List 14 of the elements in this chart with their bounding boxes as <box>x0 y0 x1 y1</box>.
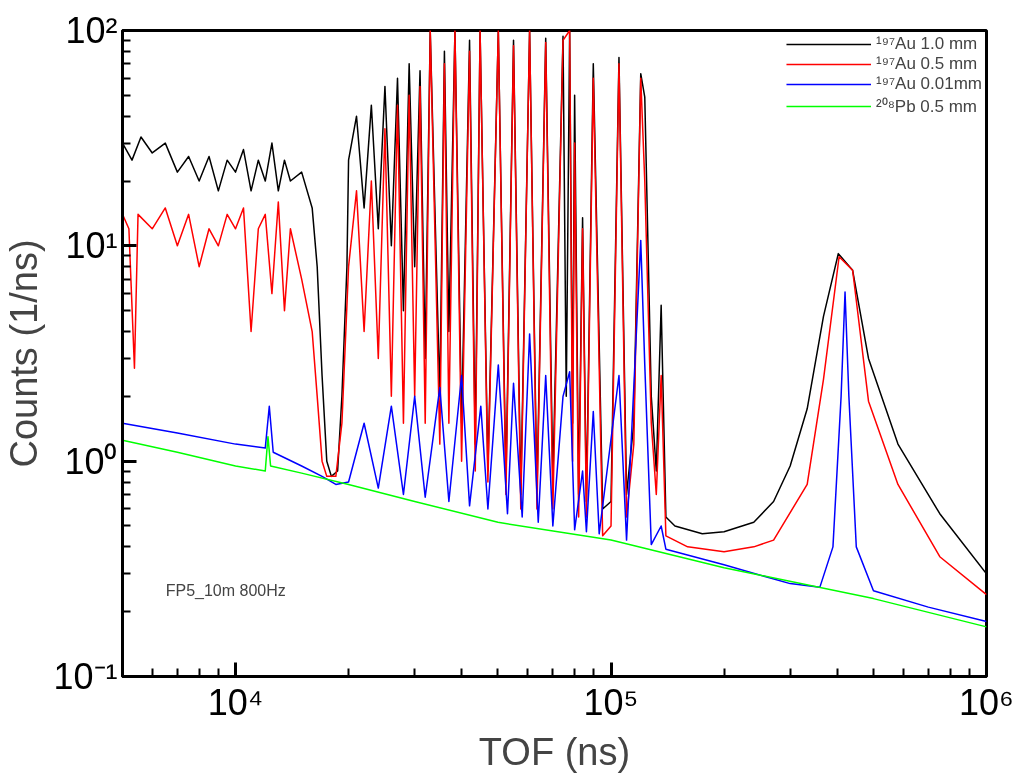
y-tick-label: 10⁻¹ <box>53 656 118 697</box>
y-tick-label: 10² <box>65 10 118 51</box>
y-tick-label: 10⁰ <box>64 440 118 482</box>
legend-label: ²⁰⁸Pb 0.5 mm <box>875 96 977 117</box>
x-axis-title: TOF (ns) <box>478 730 631 773</box>
x-tick-label: 10⁵ <box>583 681 639 723</box>
legend-label: ¹⁹⁷Au 0.5 mm <box>875 54 978 74</box>
legend-label: ¹⁹⁷Au 1.0 mm <box>875 34 978 54</box>
y-axis-title: Counts (1/ns) <box>3 239 46 468</box>
y-tick-label: 10¹ <box>65 225 118 267</box>
annotation: FP5_10m 800Hz <box>165 581 286 600</box>
legend-label: ¹⁹⁷Au 0.01mm <box>875 74 982 94</box>
x-tick-label: 10⁴ <box>207 681 264 723</box>
x-tick-label: 10⁶ <box>959 681 1014 723</box>
